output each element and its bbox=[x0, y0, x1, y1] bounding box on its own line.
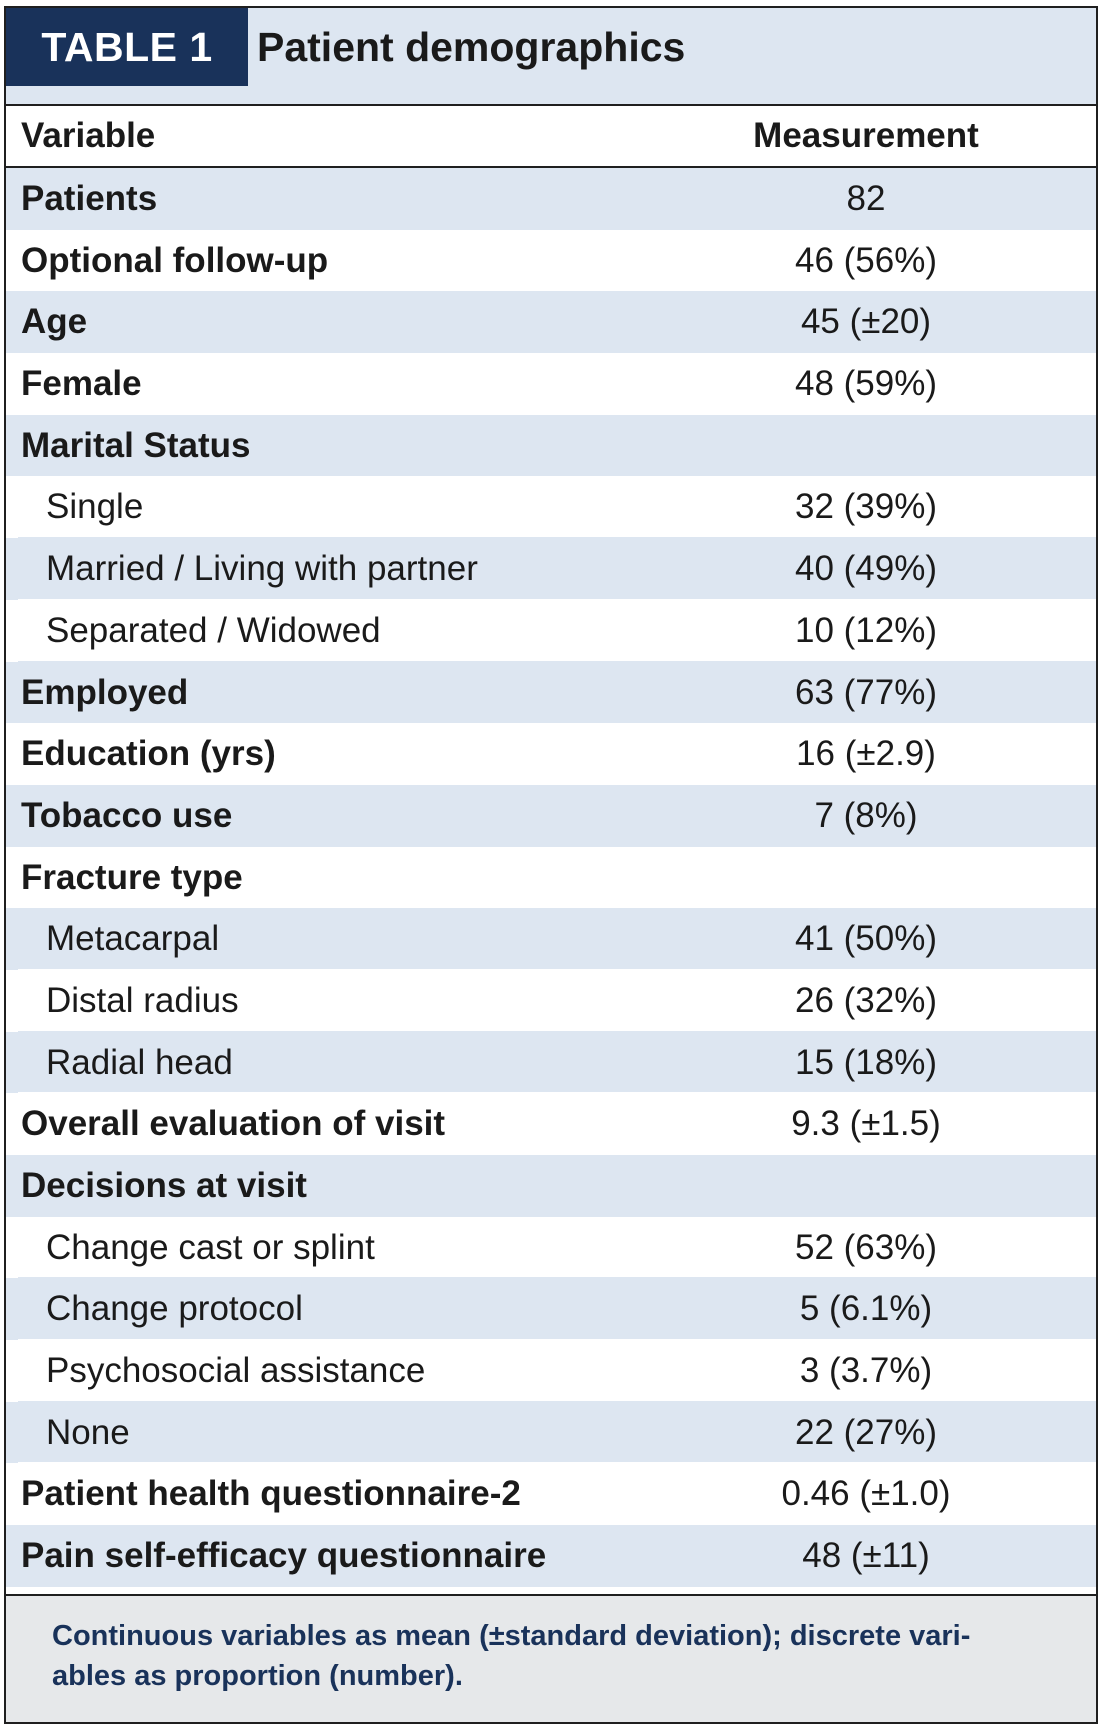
table-row: Fracture type bbox=[6, 846, 1096, 909]
table-row: Single 32 (39%) bbox=[6, 476, 1096, 539]
row-value: 10 (12%) bbox=[794, 610, 938, 650]
table-row: Metacarpal 41 (50%) bbox=[6, 908, 1096, 970]
table-row: Psychosocial assistance 3 (3.7%) bbox=[6, 1340, 1096, 1402]
row-value: 16 (±2.9) bbox=[796, 734, 936, 774]
table-number-label: TABLE 1 bbox=[6, 8, 248, 86]
row-sublabel: Psychosocial assistance bbox=[46, 1351, 426, 1391]
row-value: 5 (6.1%) bbox=[799, 1289, 933, 1329]
table-row: Optional follow-up 46 (56%) bbox=[6, 229, 1096, 292]
row-value: 0.46 (±1.0) bbox=[781, 1474, 951, 1514]
row-value: 32 (39%) bbox=[794, 487, 938, 527]
table-row: Decisions at visit bbox=[6, 1155, 1096, 1217]
row-label: Female bbox=[21, 364, 142, 404]
table-row: Tobacco use 7 (8%) bbox=[6, 784, 1096, 847]
table-row: Education (yrs) 16 (±2.9) bbox=[6, 723, 1096, 785]
row-sublabel: Single bbox=[46, 487, 144, 527]
table-row: Patient health questionnaire-2 0.46 (±1.0… bbox=[6, 1463, 1096, 1526]
table-row: Overall evaluation of visit 9.3 (±1.5) bbox=[6, 1093, 1096, 1155]
row-value: 41 (50%) bbox=[794, 919, 938, 959]
row-label: Optional follow-up bbox=[21, 240, 329, 280]
row-label: Pain self-efficacy questionnaire bbox=[21, 1536, 547, 1576]
table-row: Age 45 (±20) bbox=[6, 291, 1096, 354]
row-label: Patients bbox=[21, 179, 158, 218]
table-header-row: Variable Measurement bbox=[6, 106, 1096, 168]
row-label: Employed bbox=[21, 672, 189, 712]
row-value: 7 (8%) bbox=[814, 795, 918, 835]
row-sublabel: Change cast or splint bbox=[46, 1227, 375, 1267]
table-row: Marital Status bbox=[6, 414, 1096, 477]
row-label: Education (yrs) bbox=[21, 734, 276, 774]
row-value: 3 (3.7%) bbox=[799, 1351, 933, 1391]
footnote-text: Continuous variables as mean (±standard … bbox=[52, 1620, 971, 1692]
table-row: Female 48 (59%) bbox=[6, 353, 1096, 415]
row-value: 15 (18%) bbox=[794, 1042, 938, 1082]
table-body: Patients 82 Optional follow-up 46 (56%) Age 4… bbox=[6, 168, 1096, 1587]
row-value: 82 bbox=[846, 179, 886, 218]
row-value: 52 (63%) bbox=[794, 1227, 938, 1267]
row-label: Overall evaluation of visit bbox=[21, 1104, 446, 1144]
row-label: Marital Status bbox=[21, 425, 251, 465]
row-label: Fracture type bbox=[21, 857, 243, 897]
row-value: 40 (49%) bbox=[794, 549, 938, 589]
table-row: None 22 (27%) bbox=[6, 1401, 1096, 1464]
row-value: 9.3 (±1.5) bbox=[791, 1104, 941, 1144]
row-value: 26 (32%) bbox=[794, 980, 938, 1020]
table-row: Married / Living with partner 40 (49%) bbox=[6, 538, 1096, 600]
table-footnote: Continuous variables as mean (±standard … bbox=[6, 1594, 1096, 1722]
row-value: 46 (56%) bbox=[794, 240, 938, 280]
table-row: Radial head 15 (18%) bbox=[6, 1031, 1096, 1094]
table-row: Patients 82 bbox=[6, 168, 1096, 230]
row-sublabel: Radial head bbox=[46, 1042, 233, 1082]
row-label: Tobacco use bbox=[21, 795, 233, 835]
table-row: Employed 63 (77%) bbox=[6, 661, 1096, 724]
row-label: Decisions at visit bbox=[21, 1166, 307, 1205]
table-row: Separated / Widowed 10 (12%) bbox=[6, 599, 1096, 662]
row-value: 48 (59%) bbox=[794, 364, 938, 404]
row-sublabel: None bbox=[46, 1412, 130, 1452]
row-sublabel: Change protocol bbox=[46, 1289, 303, 1329]
table-row: Change protocol 5 (6.1%) bbox=[6, 1278, 1096, 1341]
table-row: Change cast or splint 52 (63%) bbox=[6, 1216, 1096, 1279]
demographics-table: TABLE 1 Patient demographics Variable Me… bbox=[4, 6, 1098, 1724]
table-row: Pain self-efficacy questionnaire 48 (±11) bbox=[6, 1525, 1096, 1587]
row-sublabel: Distal radius bbox=[46, 980, 239, 1020]
row-value: 22 (27%) bbox=[794, 1412, 938, 1452]
row-value: 45 (±20) bbox=[800, 302, 932, 342]
row-value: 48 (±11) bbox=[802, 1536, 930, 1576]
table-title: Patient demographics bbox=[257, 24, 686, 70]
table-title-bar: TABLE 1 Patient demographics bbox=[6, 8, 1096, 106]
column-header-variable: Variable bbox=[21, 116, 156, 155]
row-sublabel: Separated / Widowed bbox=[46, 610, 381, 650]
row-sublabel: Metacarpal bbox=[46, 919, 220, 959]
table-row: Distal radius 26 (32%) bbox=[6, 969, 1096, 1032]
row-value: 63 (77%) bbox=[794, 672, 938, 712]
row-label: Patient health questionnaire-2 bbox=[21, 1474, 521, 1514]
row-label: Age bbox=[21, 302, 88, 342]
row-sublabel: Married / Living with partner bbox=[46, 549, 478, 589]
column-header-measurement: Measurement bbox=[753, 116, 979, 155]
